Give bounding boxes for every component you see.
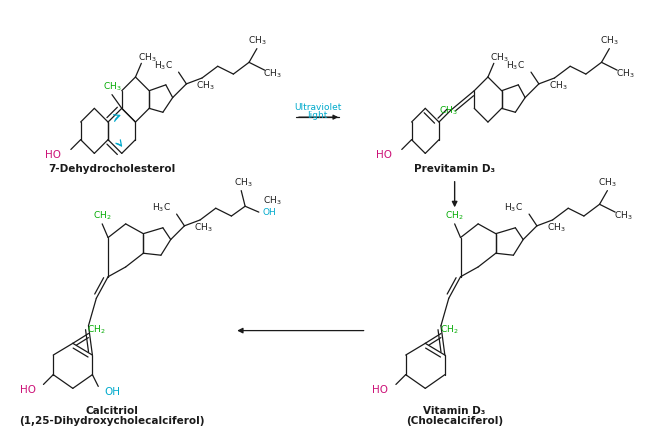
Text: CH$_3$: CH$_3$	[439, 104, 458, 116]
Text: CH$_3$: CH$_3$	[234, 177, 253, 189]
Text: CH$_3$: CH$_3$	[138, 51, 157, 64]
Text: CH$_3$: CH$_3$	[616, 68, 634, 80]
Text: OH: OH	[263, 208, 276, 217]
Text: (Cholecalciferol): (Cholecalciferol)	[406, 416, 503, 426]
Text: CH$_3$: CH$_3$	[548, 80, 567, 92]
Text: CH$_3$: CH$_3$	[194, 221, 213, 234]
Text: CH$_3$: CH$_3$	[491, 51, 509, 64]
Text: CH$_3$: CH$_3$	[600, 34, 619, 47]
Text: CH$_2$: CH$_2$	[87, 324, 106, 336]
Text: CH$_2$: CH$_2$	[93, 210, 112, 222]
Text: CH$_2$: CH$_2$	[446, 210, 464, 222]
Text: CH$_3$: CH$_3$	[247, 34, 266, 47]
Text: H$_3$C: H$_3$C	[506, 60, 525, 72]
Text: CH$_2$: CH$_2$	[439, 324, 458, 336]
Text: HO: HO	[372, 385, 388, 395]
Text: Calcitriol: Calcitriol	[85, 406, 138, 416]
Text: Previtamin D₃: Previtamin D₃	[414, 164, 495, 174]
Text: HO: HO	[19, 385, 36, 395]
Text: CH$_3$: CH$_3$	[263, 68, 282, 80]
Text: H$_3$C: H$_3$C	[154, 60, 173, 72]
Text: HO: HO	[45, 150, 61, 160]
Text: light: light	[307, 111, 328, 120]
Text: Ultraviolet: Ultraviolet	[294, 103, 341, 112]
Text: CH$_3$: CH$_3$	[263, 194, 282, 207]
Text: (1,25-Dihydroxycholecalciferol): (1,25-Dihydroxycholecalciferol)	[19, 416, 205, 426]
Text: H$_3$C: H$_3$C	[152, 202, 171, 215]
Text: HO: HO	[376, 150, 392, 160]
Text: Vitamin D₃: Vitamin D₃	[423, 406, 486, 416]
Text: CH$_3$: CH$_3$	[103, 81, 121, 93]
Text: OH: OH	[104, 387, 120, 397]
Text: CH$_3$: CH$_3$	[196, 80, 215, 92]
Text: CH$_3$: CH$_3$	[614, 210, 632, 222]
Text: H$_3$C: H$_3$C	[504, 202, 523, 215]
Text: CH$_3$: CH$_3$	[598, 177, 617, 189]
Text: CH$_3$: CH$_3$	[547, 221, 565, 234]
Text: 7-Dehydrocholesterol: 7-Dehydrocholesterol	[48, 164, 175, 174]
